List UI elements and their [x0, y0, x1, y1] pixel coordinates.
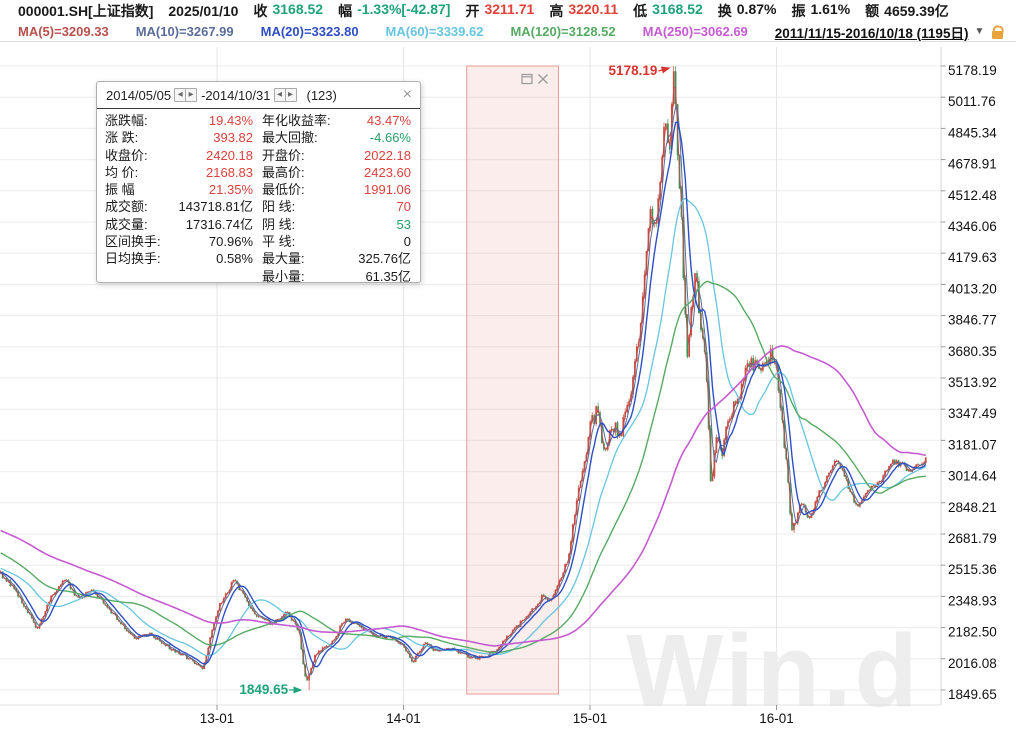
y-tick-label: 3513.92 [948, 375, 997, 390]
legend-ma10: MA(10)=3267.99 [135, 24, 234, 39]
quote-amount: 额 4659.39亿 [865, 3, 949, 19]
x-tick-label: 13-01 [200, 711, 235, 726]
step-right-icon[interactable]: ▶ [284, 89, 296, 101]
step-left-icon[interactable]: ◀ [277, 91, 282, 98]
y-tick-label: 4512.48 [948, 188, 997, 203]
range-stats-popup: 2014/05/05 ◀ ▶ - 2014/10/31 ◀ ▶ (123) × … [96, 81, 421, 285]
legend-ma120: MA(120)=3128.52 [510, 24, 616, 39]
stats-row: 涨跌幅: 19.43% 年化收益率: 43.47% [105, 113, 411, 128]
y-tick-label: 4179.63 [948, 250, 997, 265]
unlock-icon[interactable] [991, 24, 1006, 39]
quote-low: 低 3168.52 [633, 1, 703, 19]
y-tick-label: 3846.77 [948, 313, 997, 328]
y-tick-label: 4346.06 [948, 219, 997, 234]
legend-ma250: MA(250)=3062.69 [642, 24, 748, 39]
stats-row: 最小量: 61.35亿 [262, 268, 411, 284]
ma120-line [0, 280, 926, 654]
stats-row: 涨 跌: 393.82 最大回撤: -4.66% [105, 130, 411, 146]
ma250-line [0, 345, 926, 647]
y-tick-label: 2681.79 [948, 531, 997, 546]
y-tick-label: 3181.07 [948, 437, 997, 452]
range-day-count: (123) [306, 87, 337, 103]
ma60-line [0, 197, 927, 657]
popup-header: 2014/05/05 ◀ ▶ - 2014/10/31 ◀ ▶ (123) × [97, 82, 420, 109]
date-range-label[interactable]: 2011/11/15-2016/10/18 (1195日) [774, 25, 969, 41]
symbol-name: 000001.SH[上证指数] [18, 3, 154, 19]
x-tick-label: 15-01 [573, 711, 608, 726]
stats-row: 成交额: 143718.81亿阳 线: 70 [105, 199, 411, 215]
y-tick-label: 2348.93 [948, 593, 997, 608]
range-end-date[interactable]: 2014/10/31 [205, 87, 271, 103]
legend-ma60: MA(60)=3339.62 [385, 24, 484, 39]
stats-row: 均 价: 2168.83 最高价: 2423.60 [105, 164, 411, 180]
y-tick-label: 5011.76 [948, 94, 996, 109]
date-range-control[interactable]: 2011/11/15-2016/10/18 (1195日) ▼ [774, 22, 1006, 42]
y-tick-label: 1849.65 [948, 687, 997, 702]
quote-bar: 000001.SH[上证指数] 2025/01/10 收 3168.52 幅 -1.3… [0, 0, 1016, 22]
step-right-icon[interactable]: ▶ [185, 89, 196, 101]
trough-annotation: 1849.65 [239, 682, 288, 697]
start-date-stepper[interactable]: ◀ ▶ [174, 88, 198, 102]
x-tick-label: 16-01 [759, 711, 794, 726]
range-start-date[interactable]: 2014/05/05 [106, 87, 172, 103]
y-tick-label: 2016.08 [948, 656, 997, 671]
region-close-icon[interactable] [538, 74, 548, 84]
peak-annotation: 5178.19 [609, 63, 658, 78]
quote-open: 开 3211.71 [465, 1, 535, 19]
stats-row: 振 幅 21.35% 最低价: 1991.06 [105, 182, 411, 198]
stats-row: 成交量: 17316.74亿阴 线: 53 [105, 216, 411, 232]
chevron-down-icon[interactable]: ▼ [974, 26, 985, 37]
close-icon[interactable]: × [402, 86, 412, 103]
ma-legend-bar: MA(5)=3209.33 MA(10)=3267.99 MA(20)=3323.8… [0, 22, 1016, 42]
y-tick-label: 2515.36 [948, 562, 997, 577]
legend-ma5: MA(5)=3209.33 [18, 24, 109, 39]
y-tick-label: 4678.91 [948, 157, 997, 172]
y-tick-label: 3680.35 [948, 344, 997, 359]
y-tick-label: 5178.19 [948, 63, 997, 78]
quote-high: 高 3220.11 [549, 1, 619, 19]
stats-row: 区间换手: 70.96% 平 线: 0 [105, 234, 411, 250]
region-restore-icon[interactable] [521, 73, 533, 85]
quote-change: 幅 -1.33%[-42.87] [338, 1, 451, 19]
range-separator: - [201, 87, 206, 103]
selected-range-region[interactable] [466, 65, 560, 695]
quote-close: 收 3168.52 [253, 1, 324, 19]
legend-ma20: MA(20)=3323.80 [260, 24, 359, 39]
x-tick-label: 14-01 [386, 711, 421, 726]
y-tick-label: 3014.64 [948, 469, 997, 484]
popup-stats: 涨跌幅: 19.43% 年化收益率: 43.47% 涨 跌: 393.82 最大回撤: -4.… [97, 109, 420, 285]
stats-row: 日均换手: 0.58% 最大量: 325.76亿 [105, 251, 411, 267]
quote-turnover: 换 0.87% [717, 1, 777, 19]
wind-watermark: Win.d [626, 613, 920, 728]
step-left-icon[interactable]: ◀ [177, 91, 183, 98]
quote-date: 2025/01/10 [168, 3, 239, 19]
quote-amplitude: 振 1.61% [791, 1, 851, 19]
y-tick-label: 3347.49 [948, 406, 997, 421]
y-tick-label: 2182.50 [948, 625, 997, 640]
end-date-stepper[interactable]: ◀ ▶ [273, 88, 297, 102]
y-tick-label: 4013.20 [948, 281, 997, 296]
ma20-line [0, 121, 927, 668]
y-tick-label: 4845.34 [948, 125, 997, 140]
y-tick-label: 2848.21 [948, 500, 997, 515]
stats-row: 收盘价: 2420.18 开盘价: 2022.18 [105, 147, 411, 163]
